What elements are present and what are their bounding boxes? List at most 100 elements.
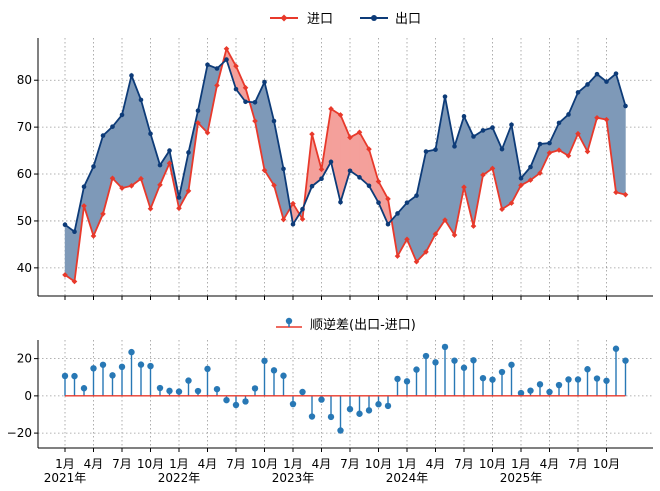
stem-marker — [546, 388, 553, 396]
export-point — [423, 149, 429, 154]
export-point — [566, 112, 571, 117]
x-tick-label: 1月 — [397, 457, 417, 471]
stem-marker — [527, 387, 534, 394]
stem-marker — [622, 357, 629, 364]
stem-marker — [536, 381, 544, 388]
stem-marker — [593, 375, 601, 382]
import-point — [451, 232, 458, 238]
export-point — [72, 229, 77, 235]
stem-marker — [555, 381, 563, 389]
export-point — [328, 159, 334, 165]
stem-marker — [232, 401, 240, 409]
export-point — [518, 175, 524, 181]
stem-marker — [432, 359, 439, 366]
y-tick-label: 60 — [17, 167, 32, 181]
import-point — [366, 146, 372, 152]
stem-marker — [356, 410, 363, 417]
stem-marker — [394, 375, 401, 383]
import-point — [261, 167, 268, 174]
import-point — [594, 114, 600, 121]
import-point — [546, 150, 553, 156]
export-point — [195, 108, 201, 114]
stem-marker — [308, 413, 316, 420]
stem-marker — [470, 357, 477, 364]
stem-marker — [365, 407, 373, 414]
export-point — [138, 97, 144, 103]
export-point — [499, 146, 505, 152]
stem-marker — [251, 385, 259, 392]
import-point — [584, 148, 591, 155]
top-x-ticks — [64, 296, 607, 300]
import-point — [470, 223, 477, 229]
export-point — [214, 66, 220, 71]
export-point — [233, 86, 239, 92]
stem-marker — [498, 368, 506, 376]
export-point — [205, 62, 210, 68]
x-tick-year-label: 2025年 — [500, 471, 543, 485]
import-point — [62, 272, 68, 278]
bottom-y-ticks: −20 0 20 — [7, 352, 38, 440]
export-point — [480, 128, 486, 133]
x-tick-label: 1月 — [169, 457, 189, 471]
x-tick-year-label: 2022年 — [158, 471, 201, 485]
series-markers — [62, 45, 629, 285]
export-point — [556, 120, 562, 126]
export-point — [547, 140, 552, 146]
x-tick-label: 1月 — [511, 457, 531, 471]
export-point — [623, 103, 628, 109]
x-tick-label: 7月 — [454, 457, 474, 471]
export-point — [366, 183, 372, 189]
export-point — [537, 141, 543, 147]
x-tick-label: 4月 — [312, 457, 332, 471]
y-tick-label: −20 — [7, 426, 32, 440]
x-tick-label: 4月 — [198, 457, 218, 471]
stem-marker — [441, 343, 449, 351]
import-point — [280, 216, 287, 223]
bottom-gridlines — [38, 340, 653, 448]
import-point — [394, 253, 401, 259]
import-point — [603, 116, 610, 123]
stem-marker — [90, 365, 97, 372]
bottom-axes — [37, 340, 653, 449]
stem-marker — [185, 377, 192, 384]
stem-marker — [71, 372, 78, 380]
x-tick-label: 10月 — [593, 457, 620, 471]
bottom-legend: 顺逆差(出口-进口) — [276, 317, 416, 333]
export-point — [157, 162, 163, 168]
export-point — [385, 221, 391, 227]
stem-marker — [318, 396, 325, 403]
x-tick-label: 10月 — [251, 457, 278, 471]
y-tick-label: 0 — [24, 389, 32, 403]
legend-stem-marker — [285, 317, 293, 325]
export-point — [452, 144, 457, 149]
stem-marker — [403, 378, 411, 385]
import-point — [147, 205, 154, 212]
import-point — [195, 120, 201, 126]
stem-marker — [166, 387, 173, 395]
import-point — [299, 216, 306, 222]
stem-marker — [603, 377, 610, 384]
stem-marker — [479, 374, 487, 382]
export-point — [338, 199, 343, 205]
x-tick-label: 1月 — [55, 457, 75, 471]
stem-marker — [213, 385, 221, 393]
import-point — [375, 178, 382, 185]
import-point — [309, 131, 315, 137]
x-tick-label: 1月 — [283, 457, 303, 471]
import-point — [508, 200, 515, 206]
stem-marker — [574, 376, 582, 383]
top-axes — [37, 38, 653, 297]
stem-marker — [451, 357, 458, 364]
x-tick-label: 10月 — [365, 457, 392, 471]
import-point — [432, 231, 439, 237]
import-point — [461, 184, 467, 190]
x-tick-label: 10月 — [479, 457, 506, 471]
import-point — [356, 129, 363, 136]
stem-marker — [337, 427, 344, 434]
series-line-export — [64, 57, 627, 234]
import-point — [347, 134, 353, 141]
stem-marker — [327, 413, 335, 421]
y-tick-label: 50 — [17, 214, 32, 228]
legend-label-import: 进口 — [307, 12, 333, 27]
